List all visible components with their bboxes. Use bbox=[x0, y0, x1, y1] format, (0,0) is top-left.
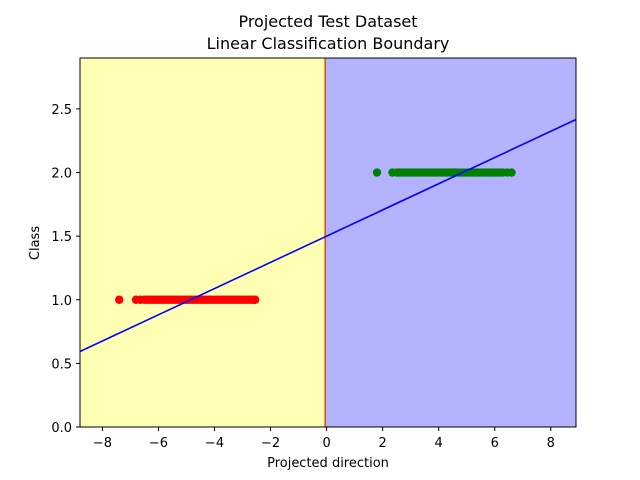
x-tick-label: 6 bbox=[491, 436, 499, 451]
x-tick-label: −2 bbox=[261, 436, 280, 451]
y-tick-label: 1.0 bbox=[51, 294, 72, 309]
y-tick-label: 2.0 bbox=[51, 167, 72, 182]
y-tick-label: 1.5 bbox=[51, 230, 72, 245]
data-points bbox=[115, 168, 516, 304]
x-tick-label: 0 bbox=[322, 436, 330, 451]
point-series-1 bbox=[250, 295, 260, 304]
chart-title-line-1: Projected Test Dataset bbox=[238, 12, 417, 31]
y-tick-label: 0.0 bbox=[51, 421, 72, 436]
x-tick-labels: −8 −6 −4 −2 0 2 4 6 8 bbox=[93, 436, 555, 451]
y-tick-label: 0.5 bbox=[51, 357, 72, 372]
class-regions bbox=[80, 58, 576, 427]
class-1-region bbox=[80, 58, 326, 427]
x-tick-label: 2 bbox=[379, 436, 387, 451]
chart-title-line-2: Linear Classification Boundary bbox=[207, 34, 450, 53]
x-tick-label: 8 bbox=[547, 436, 555, 451]
x-tick-label: −6 bbox=[149, 436, 168, 451]
x-axis-label: Projected direction bbox=[267, 456, 389, 471]
tick-marks bbox=[76, 108, 552, 431]
point-series-2 bbox=[507, 168, 516, 177]
regression-line bbox=[79, 118, 577, 353]
point-series-1 bbox=[115, 295, 124, 304]
y-axis-label: Class bbox=[28, 226, 43, 260]
plot-frame bbox=[79, 57, 577, 428]
class-2-region bbox=[325, 58, 576, 427]
y-tick-label: 2.5 bbox=[51, 103, 72, 118]
point-series-2 bbox=[372, 168, 382, 177]
x-tick-label: −8 bbox=[93, 436, 112, 451]
x-tick-label: −4 bbox=[205, 436, 224, 451]
x-tick-label: 4 bbox=[435, 436, 443, 451]
y-tick-labels: 0.0 0.5 1.0 1.5 2.0 2.5 bbox=[51, 103, 72, 436]
